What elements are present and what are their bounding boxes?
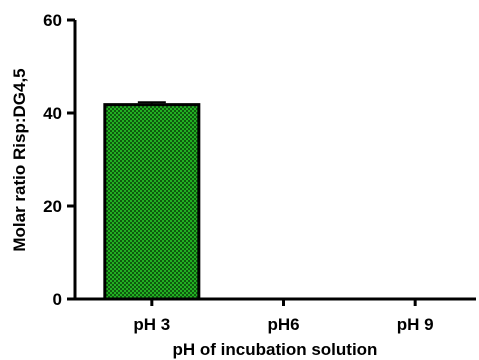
y-tick-label: 60: [43, 11, 62, 30]
y-tick-label: 0: [53, 290, 62, 309]
x-axis-title: pH of incubation solution: [173, 340, 378, 359]
x-tick-label: pH6: [267, 315, 299, 334]
bar: [103, 103, 201, 301]
x-tick-label: pH 9: [397, 315, 434, 334]
bars-group: [103, 101, 201, 301]
y-tick-label: 20: [43, 197, 62, 216]
y-axis-title: Molar ratio Risp:DG4,5: [10, 68, 29, 251]
x-tick-label: pH 3: [133, 315, 170, 334]
x-axis-ticks: pH 3 pH6 pH 9: [133, 299, 434, 334]
y-tick-label: 40: [43, 104, 62, 123]
y-axis-ticks: 0 20 40 60: [43, 11, 75, 309]
